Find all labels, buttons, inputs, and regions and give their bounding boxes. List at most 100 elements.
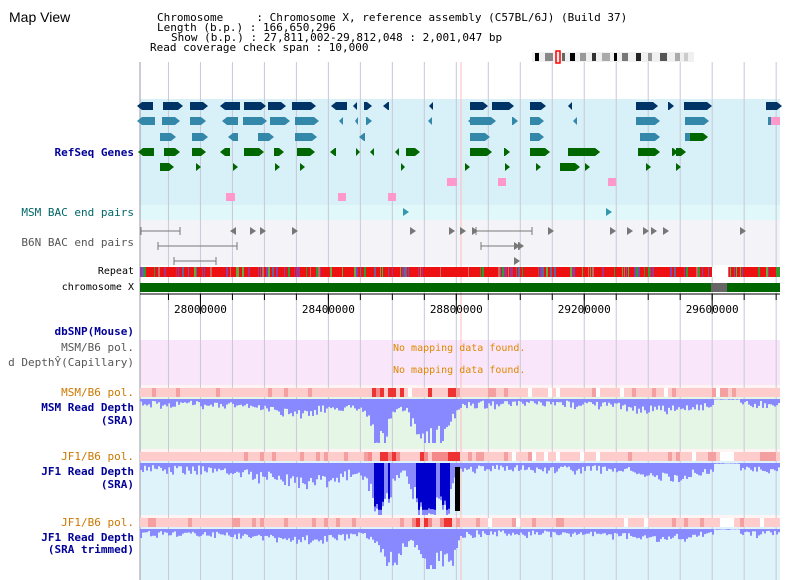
read-depth-bar	[484, 399, 486, 409]
track-label-jf1-trimmed-read-depth[interactable]: JF1 Read Depth	[41, 531, 134, 544]
read-depth-bar	[330, 529, 332, 536]
read-depth-bar	[482, 399, 484, 401]
read-depth-bar	[320, 529, 322, 541]
ideogram-band	[614, 53, 617, 61]
repeat-element	[204, 267, 205, 277]
read-depth-bar	[658, 463, 660, 480]
read-depth-bar	[424, 399, 426, 443]
repeat-element	[406, 267, 407, 277]
track-label-depth-capillary[interactable]: d DepthŶ(Capillary)	[8, 356, 134, 369]
repeat-element	[590, 267, 591, 277]
read-depth-bar	[312, 529, 314, 541]
track-label-msm-pol-sra[interactable]: MSM/B6 pol.	[61, 386, 134, 399]
bac-end-marker	[410, 227, 416, 235]
track-label-msm-pol-capillary[interactable]: MSM/B6 pol.	[61, 341, 134, 354]
read-depth-bar	[146, 529, 148, 533]
gene-feature	[470, 117, 496, 125]
track-label-msm-read-depth[interactable]: MSM Read Depth	[41, 401, 134, 414]
read-depth-bar	[168, 399, 170, 404]
read-depth-bar	[290, 399, 292, 414]
track-label-refseq-genes[interactable]: RefSeq Genes	[54, 146, 134, 159]
gene-feature	[330, 148, 336, 156]
read-depth-bar	[574, 529, 576, 533]
read-depth-bar	[692, 463, 694, 470]
read-depth-bar	[144, 529, 146, 533]
gene-feature	[530, 117, 544, 125]
repeat-element	[316, 267, 318, 277]
ncrna-feature	[226, 193, 235, 201]
track-label-msm-bac[interactable]: MSM BAC end pairs	[21, 206, 134, 219]
read-depth-bar	[588, 399, 590, 402]
repeat-element	[296, 267, 298, 277]
read-depth-bar	[292, 529, 294, 541]
track-label-jf1-pol-trimmed[interactable]: JF1/B6 pol.	[61, 516, 134, 529]
read-depth-bar	[416, 529, 418, 545]
repeat-element	[574, 267, 575, 277]
polymorphism-segment	[504, 452, 508, 461]
polymorphism-segment	[428, 518, 432, 527]
read-depth-bar	[648, 463, 650, 476]
ideogram-band	[622, 53, 628, 61]
read-depth-bar	[762, 529, 764, 532]
read-depth-bar	[324, 463, 326, 477]
polymorphism-segment	[492, 388, 496, 397]
read-depth-bar	[660, 399, 662, 411]
read-depth-bar	[720, 463, 722, 464]
read-depth-bar	[294, 463, 296, 483]
repeat-element	[142, 267, 144, 277]
track-label-jf1-pol[interactable]: JF1/B6 pol.	[61, 450, 134, 463]
read-depth-bar	[306, 529, 308, 536]
read-depth-bar	[306, 399, 308, 412]
track-label-b6n-bac[interactable]: B6N BAC end pairs	[21, 236, 134, 249]
read-depth-bar	[264, 399, 266, 406]
read-depth-bar	[672, 399, 674, 406]
read-depth-bar	[254, 463, 256, 479]
read-depth-bar	[454, 399, 456, 419]
repeat-element	[440, 267, 441, 277]
read-depth-bar	[284, 399, 286, 409]
polymorphism-segment	[712, 452, 716, 461]
read-depth-bar	[278, 463, 280, 476]
repeat-element	[230, 267, 231, 277]
polymorphism-segment	[268, 388, 272, 397]
polymorphism-segment	[544, 452, 548, 461]
ncrna-feature	[338, 193, 346, 201]
polymorphism-segment	[664, 388, 668, 397]
read-depth-bar	[486, 529, 488, 536]
track-label-repeat[interactable]: Repeat	[97, 266, 134, 277]
read-depth-bar	[394, 399, 396, 413]
read-depth-bar	[444, 529, 446, 555]
read-depth-bar	[272, 399, 274, 408]
track-label-dbsnp[interactable]: dbSNP(Mouse)	[54, 325, 134, 338]
ideogram-band	[570, 53, 575, 61]
repeat-element	[516, 267, 517, 277]
gene-feature	[164, 148, 180, 156]
read-depth-bar	[666, 529, 668, 540]
read-depth-bar	[512, 463, 514, 472]
track-label-chromosome[interactable]: chromosome X	[61, 282, 134, 293]
read-depth-bar	[152, 399, 154, 402]
read-depth-bar	[482, 463, 484, 467]
read-depth-bar	[490, 529, 492, 532]
ncrna-feature	[498, 178, 506, 186]
read-depth-bar	[474, 399, 476, 409]
gene-feature	[766, 102, 782, 110]
read-depth-bar	[316, 529, 318, 540]
read-depth-bar	[526, 463, 528, 470]
read-depth-bar	[382, 529, 384, 549]
read-depth-bar	[392, 463, 394, 479]
polymorphism-segment	[592, 388, 596, 397]
read-depth-bar	[620, 463, 622, 471]
gene-feature	[220, 148, 230, 156]
repeat-element	[728, 267, 729, 277]
track-label-jf1-read-depth[interactable]: JF1 Read Depth	[41, 465, 134, 478]
repeat-element	[768, 267, 769, 277]
read-depth-bar	[490, 463, 492, 472]
read-depth-bar	[258, 463, 260, 484]
read-depth-bar	[550, 463, 552, 468]
read-depth-bar	[648, 399, 650, 413]
read-depth-bar	[470, 463, 472, 467]
repeat-element	[592, 267, 594, 277]
read-depth-bar	[622, 529, 624, 534]
